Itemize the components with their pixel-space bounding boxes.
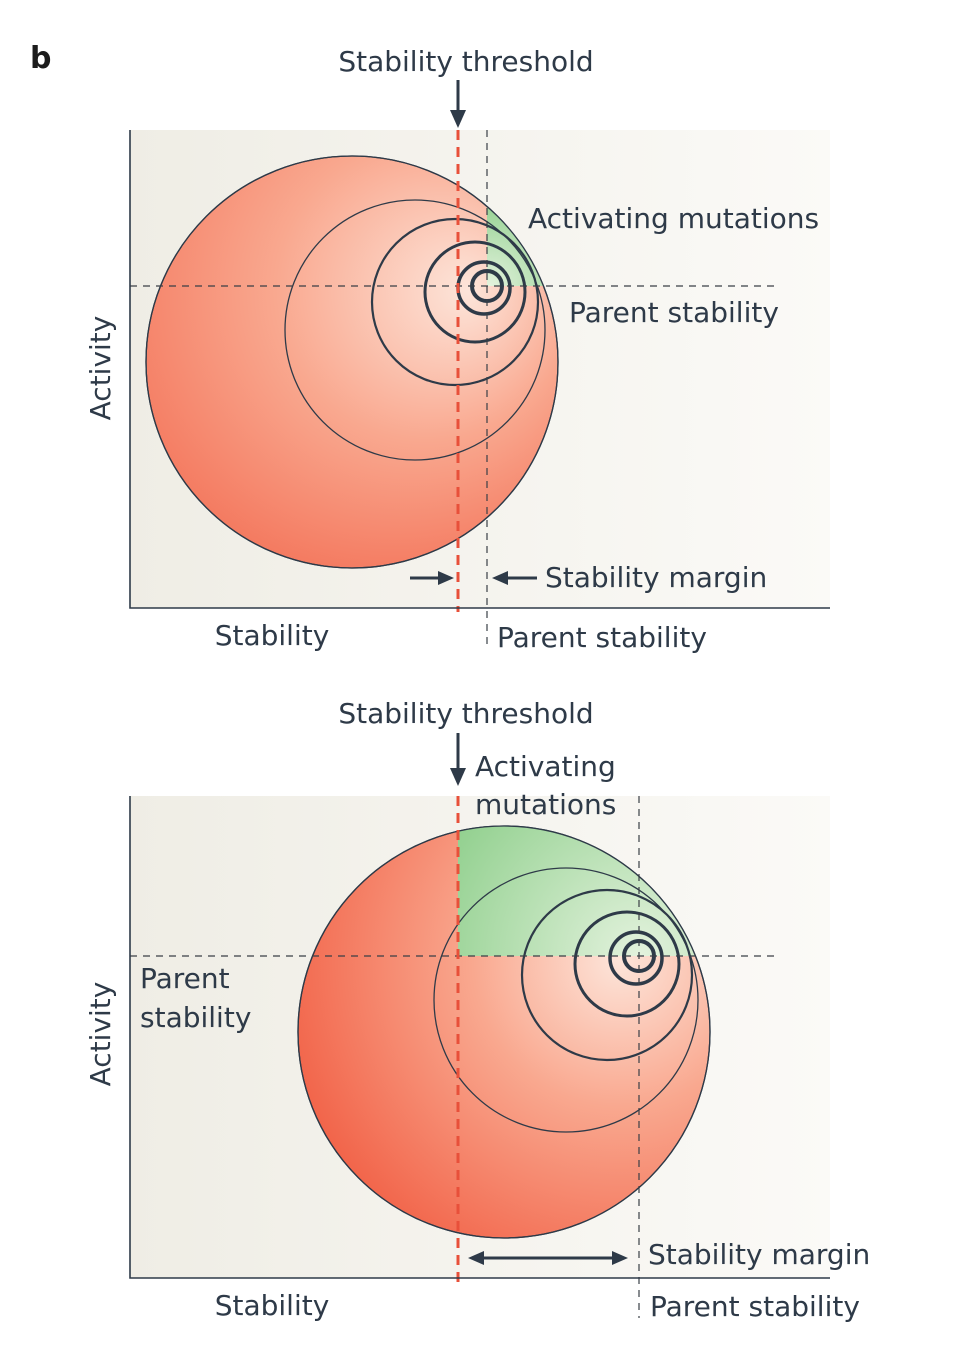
- top-stability-margin-label: Stability margin: [545, 561, 767, 594]
- bottom-y-axis-label: Activity: [84, 982, 117, 1087]
- top-x-axis-label: Stability: [215, 619, 330, 652]
- top-parent-stability-side-label: Parent stability: [569, 296, 779, 329]
- bottom-parent-stability-line2: stability: [140, 1001, 251, 1034]
- panel-letter: b: [30, 41, 51, 76]
- top-activating-label: Activating mutations: [528, 202, 819, 235]
- top-threshold-arrow: [450, 80, 466, 128]
- bottom-stability-margin-label: Stability margin: [648, 1238, 870, 1271]
- bottom-x-axis-label: Stability: [215, 1289, 330, 1322]
- bottom-threshold-arrow: [450, 733, 466, 786]
- bottom-x-parent-label: Parent stability: [650, 1290, 860, 1323]
- bottom-stability-margin-arrow: [468, 1251, 628, 1265]
- bottom-activating-label-line1: Activating: [475, 750, 616, 783]
- top-stability-margin-arrows: [410, 571, 537, 585]
- bottom-threshold-label: Stability threshold: [338, 697, 593, 730]
- bottom-panel: Stability threshold Activating mutations…: [84, 697, 870, 1323]
- bottom-axes: [129, 796, 830, 1279]
- bottom-parent-stability-line1: Parent: [140, 962, 230, 995]
- top-nested-rings: [284, 199, 546, 461]
- top-x-parent-label: Parent stability: [497, 621, 707, 654]
- top-panel: Stability threshold Activating mutations…: [84, 45, 830, 654]
- top-axes: [129, 130, 830, 609]
- top-y-axis-label: Activity: [84, 316, 117, 421]
- bottom-activating-label-line2: mutations: [475, 788, 616, 821]
- top-threshold-label: Stability threshold: [338, 45, 593, 78]
